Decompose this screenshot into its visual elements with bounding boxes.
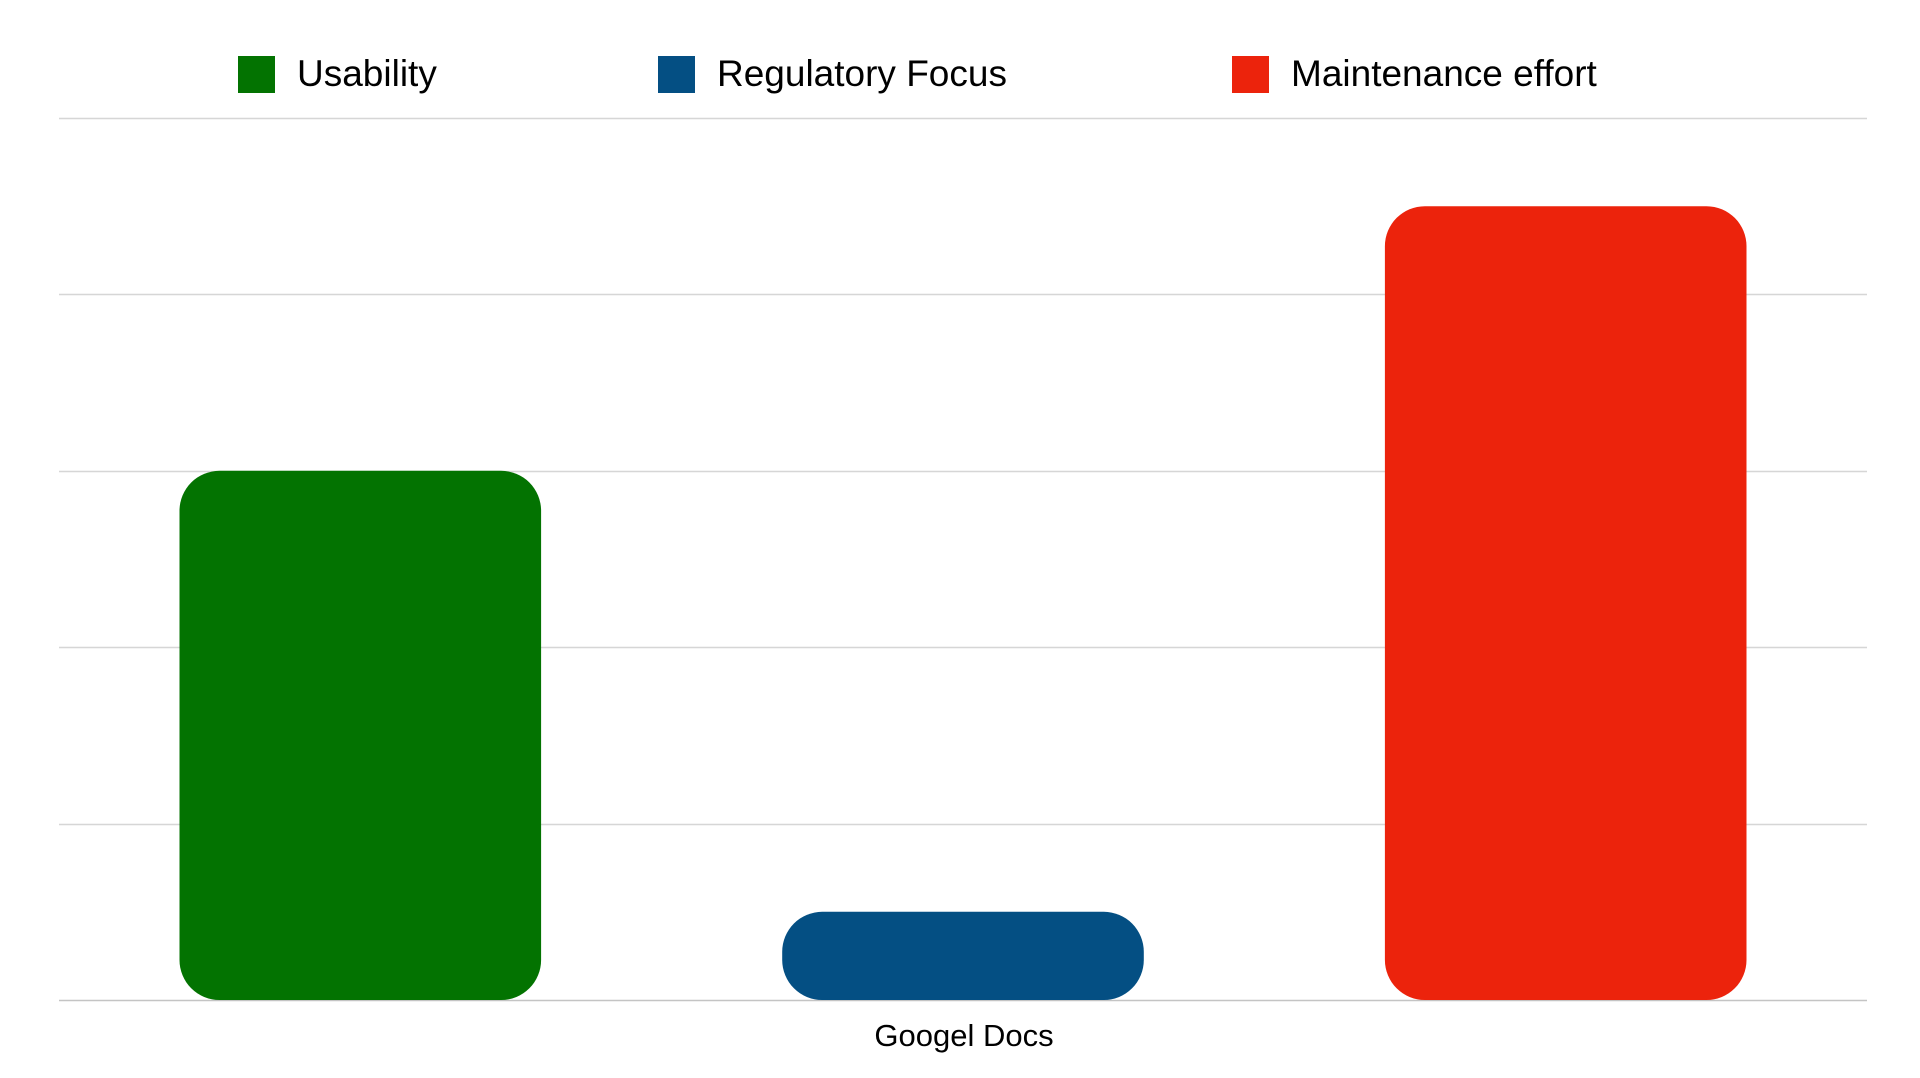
bar-usability <box>179 470 542 1000</box>
legend-item-maintenance-effort: Maintenance effort <box>1232 52 1597 96</box>
x-tick-label-googel-docs: Googel Docs <box>874 1018 1054 1053</box>
legend-swatch-regulatory-focus <box>658 55 695 93</box>
bar-maintenance-effort <box>1384 206 1747 1000</box>
legend-item-usability: Usability <box>238 52 437 96</box>
bar-regulatory-focus <box>782 911 1144 1000</box>
legend-label-usability: Usability <box>297 53 437 94</box>
legend-label-maintenance-effort: Maintenance effort <box>1291 53 1597 94</box>
legend-item-regulatory-focus: Regulatory Focus <box>658 52 1007 96</box>
legend-swatch-maintenance-effort <box>1232 55 1269 93</box>
legend-swatch-usability <box>238 55 275 93</box>
legend-label-regulatory-focus: Regulatory Focus <box>717 53 1007 94</box>
